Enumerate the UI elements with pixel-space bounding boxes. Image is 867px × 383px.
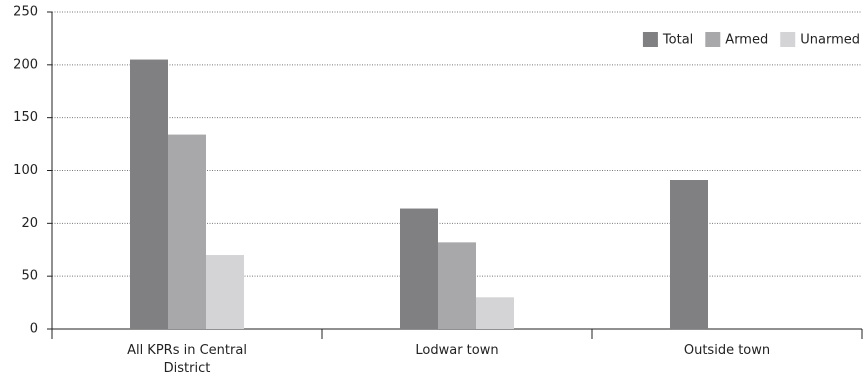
x-tick-label: Lodwar town <box>415 343 499 358</box>
legend-label: Total <box>662 33 693 48</box>
bar <box>670 180 708 329</box>
bar <box>168 134 206 329</box>
y-tick-label: 100 <box>13 163 38 178</box>
legend-label: Unarmed <box>800 33 860 48</box>
x-tick-label: Outside town <box>683 343 771 358</box>
bar <box>400 208 438 329</box>
legend-swatch <box>780 32 796 47</box>
bar <box>476 297 514 329</box>
y-tick-label: 0 <box>30 322 38 337</box>
x-tick-label: All KPRs in Central District <box>127 343 247 376</box>
y-tick-label: 250 <box>13 5 38 20</box>
y-tick-label: 50 <box>21 269 38 284</box>
bar <box>206 255 244 329</box>
y-tick-label: 200 <box>13 57 38 72</box>
y-tick-label: 150 <box>13 110 38 125</box>
legend-swatch <box>642 32 658 47</box>
y-tick-label: 20 <box>21 216 38 231</box>
bar <box>438 242 476 329</box>
bar <box>130 59 168 330</box>
legend-label: Armed <box>725 33 768 48</box>
legend-swatch <box>705 32 721 47</box>
